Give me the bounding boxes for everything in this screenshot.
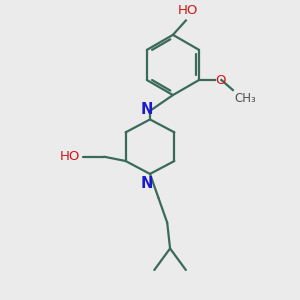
Text: N: N <box>140 102 153 117</box>
Text: N: N <box>140 176 153 191</box>
Text: O: O <box>216 74 226 86</box>
Text: CH₃: CH₃ <box>234 92 256 105</box>
Text: HO: HO <box>60 150 80 163</box>
Text: HO: HO <box>178 4 198 17</box>
